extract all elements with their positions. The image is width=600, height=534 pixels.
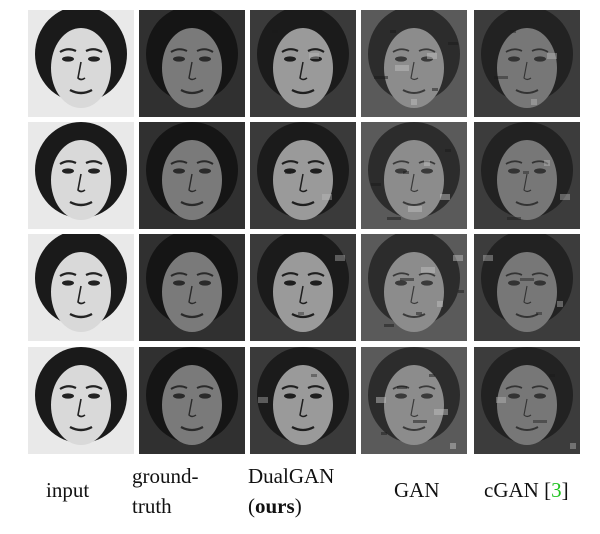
citation-link[interactable]: 3 [551,478,562,502]
face-image-input-row-3 [28,234,134,341]
face-image-ground-truth-row-4 [139,347,245,454]
face-image-dualgan-row-2 [250,122,356,229]
face-image-dualgan-row-3 [250,234,356,341]
caption-dualgan: DualGAN (ours) [248,464,335,518]
face-image-ground-truth-row-1 [139,10,245,117]
face-image-cgan-row-3 [474,234,580,341]
caption-gan: GAN [394,478,440,502]
caption-ground-truth: ground- truth [132,464,199,518]
face-image-gan-row-3 [361,234,467,341]
face-image-input-row-4 [28,347,134,454]
face-image-input-row-2 [28,122,134,229]
caption-input: input [46,478,90,502]
face-image-input-row-1 [28,10,134,117]
caption-ours: ours [255,494,295,518]
face-image-ground-truth-row-2 [139,122,245,229]
face-image-ground-truth-row-3 [139,234,245,341]
face-image-gan-row-1 [361,10,467,117]
face-image-gan-row-2 [361,122,467,229]
caption-cgan: cGAN [3] [484,478,569,502]
face-image-gan-row-4 [361,347,467,454]
image-grid [28,10,580,458]
face-image-cgan-row-2 [474,122,580,229]
face-image-dualgan-row-1 [250,10,356,117]
face-image-dualgan-row-4 [250,347,356,454]
face-image-cgan-row-1 [474,10,580,117]
face-image-cgan-row-4 [474,347,580,454]
